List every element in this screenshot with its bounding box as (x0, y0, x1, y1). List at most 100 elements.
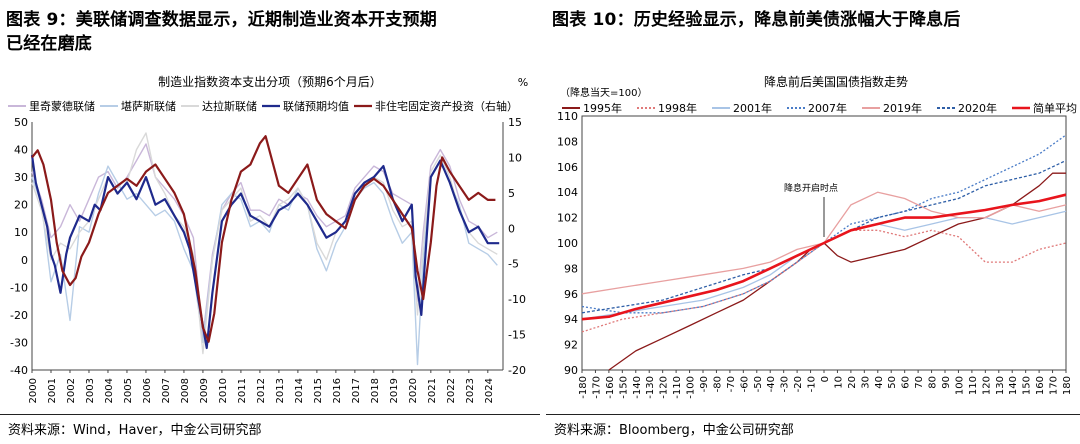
right-y-tick: 96 (564, 288, 578, 301)
right-y-tick: 106 (557, 161, 578, 174)
right-x-tick: -10 (807, 376, 818, 392)
right-x-tick: -90 (699, 376, 710, 392)
left-series-2 (31, 132, 498, 355)
left-x-tick: 2015 (313, 378, 324, 403)
left-x-tick: 2010 (218, 378, 229, 403)
right-x-tick: 140 (1008, 376, 1019, 395)
right-x-tick: 70 (914, 376, 925, 389)
right-annotation-label: 降息开启时点 (784, 182, 838, 194)
left-x-tick: 2001 (47, 378, 58, 403)
right-chart: 降息前后美国国债指数走势（降息当天=100）1995年 1998年 2001年 200… (557, 74, 1077, 399)
left-source-divider (0, 414, 540, 415)
right-x-tick: 0 (820, 376, 831, 382)
right-y-tick: 92 (564, 339, 578, 352)
right-x-tick: 20 (847, 376, 858, 389)
right-x-tick: 10 (833, 376, 844, 389)
right-legend-2-label: 2001年 (733, 101, 772, 115)
left-y2-tick: -5 (508, 258, 519, 271)
right-x-tick: -50 (753, 376, 764, 392)
right-series-3 (581, 134, 1067, 314)
right-x-tick: 90 (941, 376, 952, 389)
left-y2-tick: 5 (508, 187, 515, 200)
left-legend-3-label: 联储预期均值 (283, 99, 349, 113)
right-x-tick: -140 (632, 376, 643, 399)
right-x-tick: 120 (981, 376, 992, 395)
right-x-tick: -60 (739, 376, 750, 392)
right-x-tick: 110 (968, 376, 979, 395)
right-x-tick: 60 (901, 376, 912, 389)
left-chart: 制造业指数资本支出分项（预期6个月后） % 里奇蒙德联储 堪萨斯联储 达拉斯联储 联储预期… (8, 74, 528, 403)
left-x-tick: 2021 (427, 378, 438, 403)
left-legend-1-label: 堪萨斯联储 (121, 99, 176, 113)
left-panel: 图表 9：美联储调查数据显示，近期制造业资本开支预期 已经在磨底 制造业指数资本… (0, 8, 540, 438)
left-y-tick: 40 (14, 144, 28, 157)
left-y2-tick: -20 (508, 364, 526, 377)
left-chart-title: 制造业指数资本支出分项（预期6个月后） (158, 74, 382, 89)
left-series-4 (31, 135, 496, 343)
right-x-tick: -70 (726, 376, 737, 392)
left-heading: 图表 9：美联储调查数据显示，近期制造业资本开支预期 已经在磨底 (6, 8, 437, 56)
right-x-tick: -30 (780, 376, 791, 392)
left-x-tick: 2002 (66, 378, 77, 403)
left-x-tick: 2012 (256, 378, 267, 403)
right-x-tick: 30 (860, 376, 871, 389)
left-legend-4-label: 非住宅固定资产投资（右轴） (375, 99, 518, 113)
left-y-tick: -10 (10, 281, 28, 294)
left-y2-tick: -15 (508, 329, 526, 342)
left-x-tick: 2000 (28, 378, 39, 403)
right-y-tick: 104 (557, 186, 578, 199)
left-x-tick: 2020 (408, 378, 419, 403)
left-source: 资料来源：Wind，Haver，中金公司研究部 (8, 423, 262, 438)
left-y2-unit: % (518, 76, 528, 89)
right-chart-subtitle: （降息当天=100） (560, 86, 647, 99)
left-x-tick: 2017 (351, 378, 362, 403)
left-heading-line2: 已经在磨底 (6, 34, 92, 54)
right-panel: 图表 10：历史经验显示，降息前美债涨幅大于降息后 降息前后美国国债指数走势 （降… (546, 0, 1080, 444)
left-x-tick: 2016 (332, 378, 343, 403)
right-series-4 (581, 191, 1067, 295)
right-y-tick: 110 (557, 110, 578, 123)
left-y2-tick: 0 (508, 222, 515, 235)
left-x-tick: 2004 (104, 378, 115, 403)
right-y-tick: 94 (564, 313, 578, 326)
right-legend-6-label: 简单平均 (1033, 101, 1077, 115)
right-x-tick: -40 (766, 376, 777, 392)
left-y2-tick: 15 (508, 116, 522, 129)
left-legend-2-label: 达拉斯联储 (202, 99, 257, 113)
right-x-tick: 50 (887, 376, 898, 389)
left-x-tick: 2022 (446, 378, 457, 403)
left-y-tick: 30 (14, 171, 28, 184)
left-x-tick: 2006 (142, 378, 153, 403)
right-x-tick: 130 (995, 376, 1006, 395)
right-x-tick: 150 (1022, 376, 1033, 395)
right-legend-3-label: 2007年 (808, 101, 847, 115)
right-series-1 (581, 229, 1067, 333)
right-series-0 (608, 172, 1066, 371)
right-x-tick: 160 (1035, 376, 1046, 395)
right-series-6 (581, 193, 1067, 321)
left-x-tick: 2011 (237, 378, 248, 403)
left-series-0 (31, 143, 498, 338)
left-y2-tick: 10 (508, 151, 522, 164)
right-x-tick: -130 (645, 376, 656, 399)
left-legend-0-label: 里奇蒙德联储 (29, 99, 95, 113)
left-x-tick: 2007 (161, 378, 172, 403)
left-y-tick: 20 (14, 199, 28, 212)
right-y-tick: 98 (564, 262, 578, 275)
right-source-divider (546, 414, 1080, 415)
left-x-tick: 2013 (275, 378, 286, 403)
left-y-tick: -40 (10, 364, 28, 377)
left-y-tick: 0 (21, 254, 28, 267)
right-x-tick: -150 (618, 376, 629, 399)
left-x-tick: 2003 (85, 378, 96, 403)
right-x-tick: 100 (954, 376, 965, 395)
left-y-tick: 50 (14, 116, 28, 129)
right-source: 资料来源：Bloomberg，中金公司研究部 (554, 423, 794, 438)
left-y2-tick: -10 (508, 293, 526, 306)
left-y-tick: 10 (14, 226, 28, 239)
left-x-tick: 2014 (294, 378, 305, 403)
right-x-tick: -160 (605, 376, 616, 399)
left-y-tick: -20 (10, 309, 28, 322)
right-x-tick: -180 (578, 376, 589, 399)
left-series-3 (30, 154, 500, 350)
